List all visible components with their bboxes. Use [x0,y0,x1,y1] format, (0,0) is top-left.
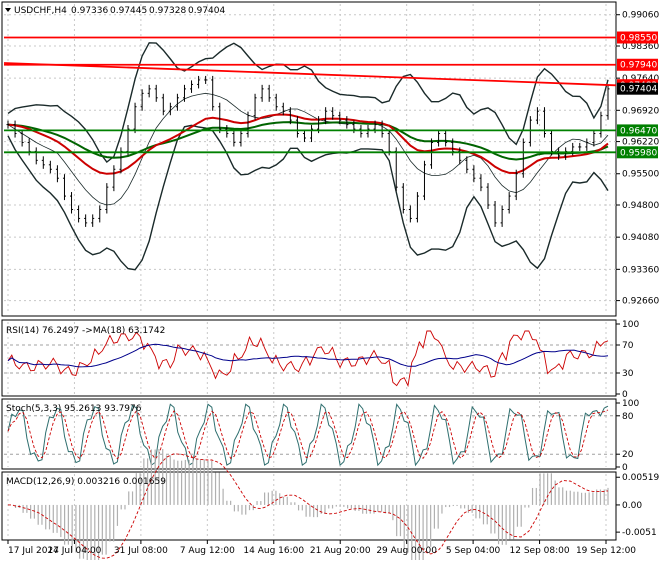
x-tick-label: 21 Aug 20:00 [310,546,371,556]
macd-label: MACD(12,26,9) 0.003216 0.001659 [6,477,166,487]
y-tick-label: 0 [622,390,628,400]
x-tick-label: 19 Sep 12:00 [576,546,636,556]
rsi-line [7,330,609,388]
y-tick-label: 100 [622,320,639,330]
y-tick-label: 0.005193 [622,473,660,483]
bollinger-lower [7,124,609,271]
main-plot [3,36,617,271]
bollinger-upper [7,42,609,163]
ma-red [7,113,609,175]
price-tag-label: 0.97404 [620,85,657,95]
rsi-panel-frame [1,319,617,397]
x-tick-label: 17 Jul 2017 [8,546,59,556]
stoch-main-line [7,403,609,467]
y-tick-label: 70 [622,341,634,351]
ohlc-close: 0.97404 [188,6,225,16]
price-tags: 0.985500.979400.974820.974040.964700.959… [617,31,658,159]
dropdown-triangle-icon[interactable] [5,8,11,12]
stoch-panel-frame [1,398,617,470]
rsi-plot [4,330,616,388]
y-tick-label: 0 [622,463,628,473]
price-tag-box [617,146,658,159]
grid-lines [4,4,616,538]
price-tag-label: 0.97940 [620,61,657,71]
y-tick-label: 0.96920 [622,106,659,116]
y-tick-label: 0.00 [622,501,642,511]
macd-plot [8,449,609,564]
x-tick-label: 5 Sep 04:00 [446,546,501,556]
y-tick-label: 0.94080 [622,233,659,243]
x-tick-label: 12 Sep 08:00 [510,546,570,556]
price-tag-box [617,31,658,44]
price-tag-box [617,124,658,137]
y-tick-label: 100 [622,399,639,409]
y-tick-label: 0.97640 [622,74,659,84]
x-tick-label: 7 Aug 12:00 [180,546,235,556]
ohlc-open: 0.97336 [71,6,108,16]
x-tick-label: 31 Jul 08:00 [114,546,168,556]
symbol-label: USDCHF,H4 [14,6,67,16]
stoch-signal-line [7,409,609,460]
price-tag-box [617,58,658,71]
price-tag-label: 0.96470 [620,126,657,136]
stoch-plot [4,403,616,467]
rsi-ma-line [7,343,609,368]
rsi-label: RSI(14) 76.2497 ->MA(18) 63.1742 [6,326,165,336]
y-tick-label: 20 [622,450,634,460]
y-tick-label: -0.0051 [622,528,657,538]
y-tick-label: 0.96220 [622,138,659,148]
y-tick-label: 0.95500 [622,170,659,180]
stoch-label: Stoch(5,3,3) 95.2613 93.7976 [6,404,142,414]
trend-line [3,62,617,87]
bollinger-middle [7,92,609,206]
y-tick-label: 0.93360 [622,265,659,275]
x-tick-label: 29 Aug 00:00 [376,546,437,556]
y-tick-label: 80 [622,412,634,422]
y-tick-label: 0.99060 [622,11,659,21]
price-tag-label: 0.95980 [620,148,657,158]
ohlc-low: 0.97328 [149,6,186,16]
y-axis-labels: 0.99060 0.98360 0.97640 0.96920 0.96220 0.955… [616,11,660,538]
ma-green [7,121,609,161]
y-tick-label: 30 [622,369,634,379]
ohlc-high: 0.97445 [110,6,147,16]
x-tick-label: 14 Aug 16:00 [243,546,304,556]
macd-signal-line [8,453,609,559]
y-tick-label: 0.94800 [622,201,659,211]
y-tick-label: 0.92660 [622,297,659,307]
price-tag-label: 0.98550 [620,34,657,44]
x-tick-label: 24 Jul 04:00 [47,546,101,556]
y-tick-label: 0.98360 [622,42,659,52]
price-tag-box [617,82,658,95]
